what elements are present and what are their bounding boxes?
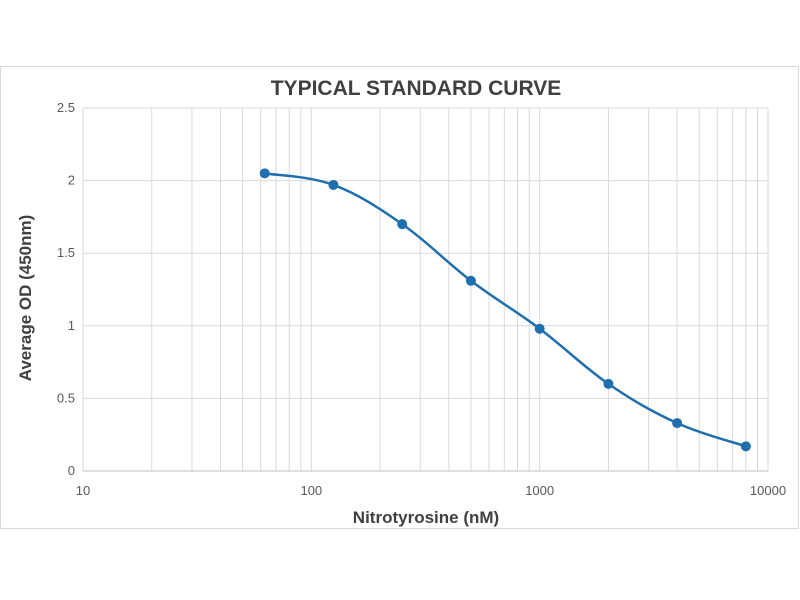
standard-curve-chart: 0 0.5 1 1.5 2 2.5 10 100 1000 10000 TYPICAL STAND… xyxy=(16,77,786,527)
y-tick-label: 2.5 xyxy=(57,100,75,115)
y-axis-title: Average OD (450nm) xyxy=(16,215,35,382)
x-tick-label: 1000 xyxy=(525,483,554,498)
y-tick-label: 0 xyxy=(68,463,75,478)
data-point xyxy=(534,323,545,334)
data-point xyxy=(328,179,339,190)
y-tick-label: 2 xyxy=(68,173,75,188)
series-line xyxy=(264,172,747,448)
data-point xyxy=(397,219,408,230)
data-point xyxy=(465,275,476,286)
axes: 0 0.5 1 1.5 2 2.5 10 100 1000 10000 xyxy=(57,100,786,498)
series-layer xyxy=(259,168,751,452)
x-tick-label: 10 xyxy=(76,483,90,498)
data-point xyxy=(259,168,270,179)
grid xyxy=(82,107,769,471)
data-point xyxy=(740,441,751,452)
x-axis-title: Nitrotyrosine (nM) xyxy=(353,508,499,527)
y-tick-label: 1.5 xyxy=(57,245,75,260)
data-point xyxy=(603,378,614,389)
chart-frame: 0 0.5 1 1.5 2 2.5 10 100 1000 10000 TYPICAL STAND… xyxy=(0,66,799,529)
y-tick-label: 1 xyxy=(68,318,75,333)
y-tick-label: 0.5 xyxy=(57,390,75,405)
chart-title: TYPICAL STANDARD CURVE xyxy=(271,77,562,100)
x-tick-label: 10000 xyxy=(750,483,786,498)
x-tick-label: 100 xyxy=(300,483,322,498)
data-point xyxy=(672,418,683,429)
